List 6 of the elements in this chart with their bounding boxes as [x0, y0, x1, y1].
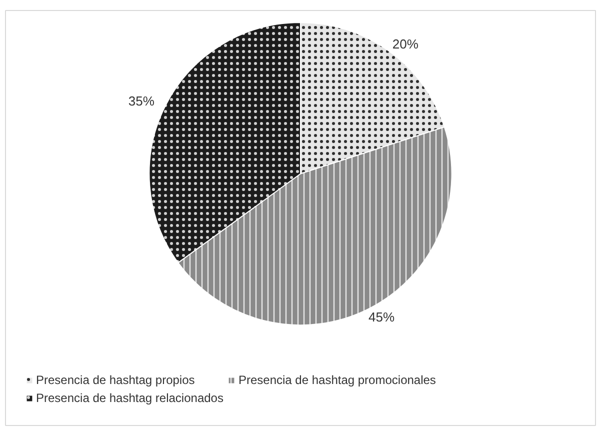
legend-label: Presencia de hashtag propios	[36, 373, 195, 387]
data-label: 35%	[128, 93, 155, 108]
data-label: 45%	[368, 309, 395, 324]
legend-label: Presencia de hashtag relacionados	[36, 391, 224, 405]
legend-label: Presencia de hashtag promocionales	[238, 373, 436, 387]
data-label: 20%	[392, 36, 419, 52]
